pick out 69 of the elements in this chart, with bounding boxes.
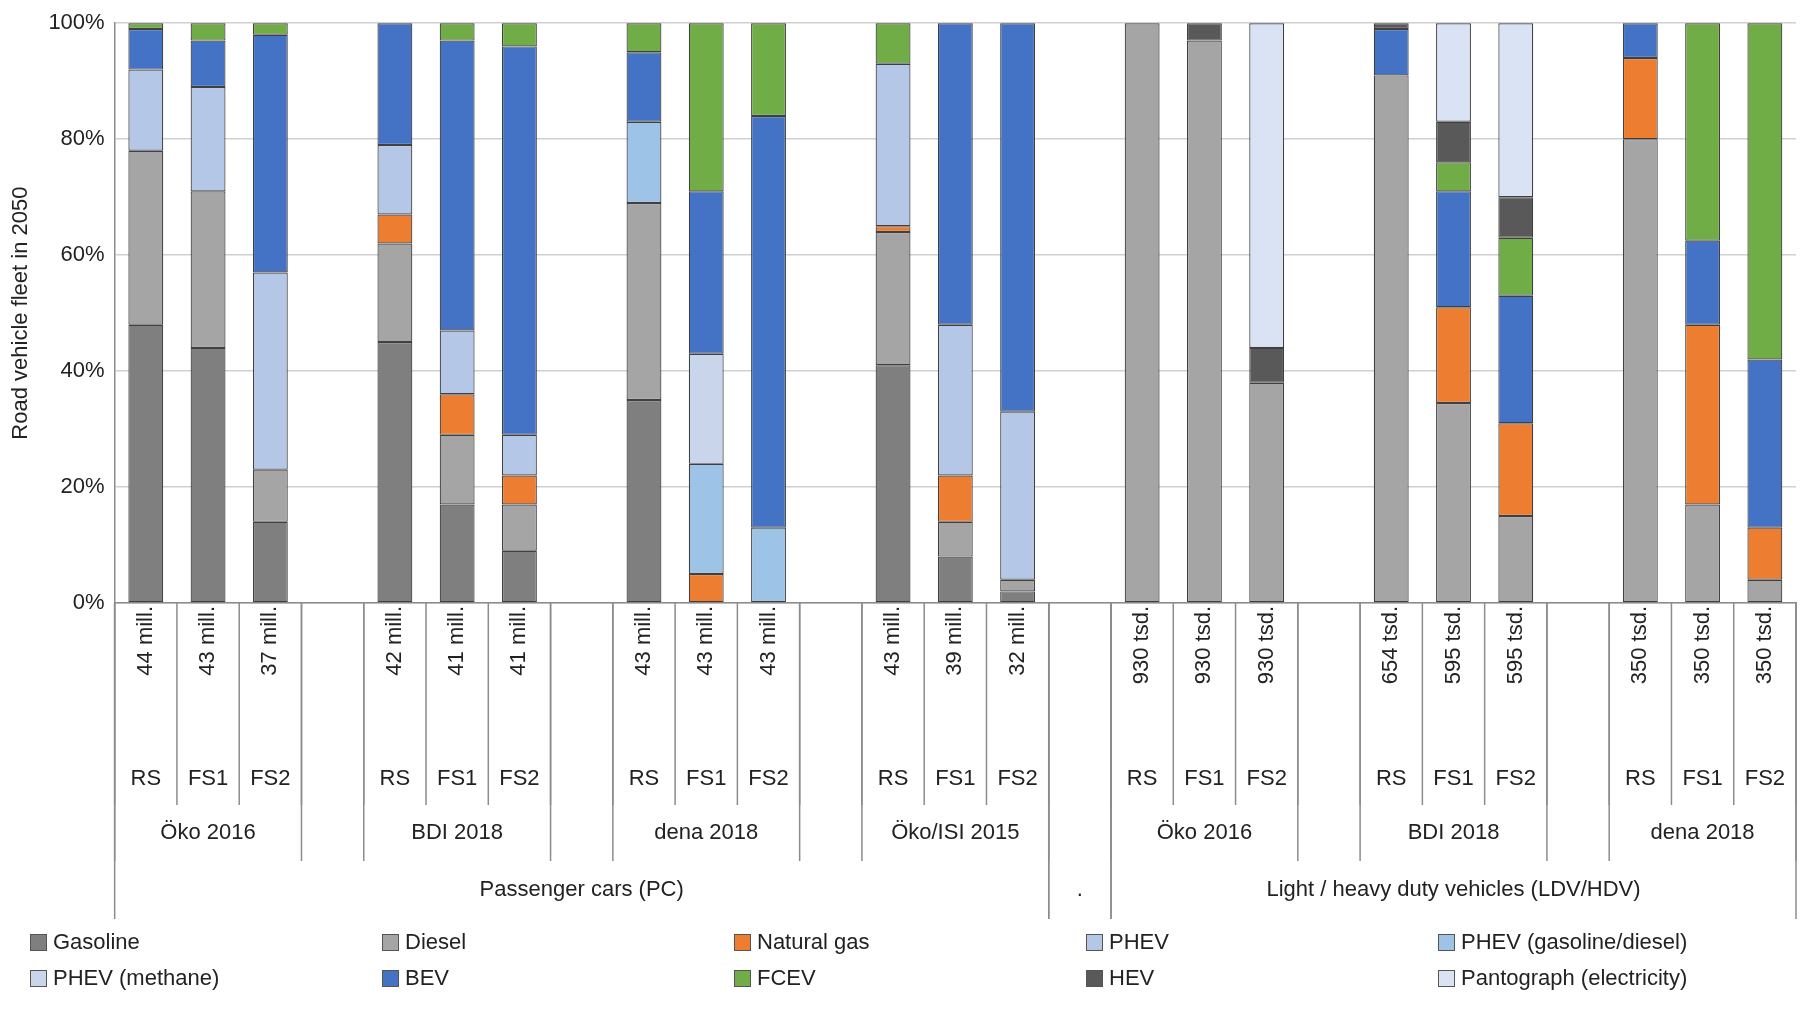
text: RS (379, 765, 411, 791)
text: FS2 (250, 765, 291, 791)
legend-label: PHEV (methane) (53, 965, 220, 991)
x-tick-label: 930 tsd. (1252, 606, 1278, 685)
x-tick-label: 41 mill. (505, 606, 531, 676)
x-tick-label: 350 tsd. (1688, 606, 1714, 685)
y-tick-label: 60% (60, 241, 105, 267)
text: Passenger cars (PC) (479, 876, 684, 902)
text: FS1 (436, 765, 478, 791)
x-tick-label: 41 mill. (443, 606, 469, 676)
x-tick-label: 350 tsd. (1750, 606, 1776, 685)
y-tick-label: 0% (72, 589, 105, 615)
x-tick-label: 43 mill. (879, 606, 905, 676)
text: RS (1625, 765, 1656, 791)
text: RS (877, 765, 909, 791)
legend-label: BEV (405, 965, 450, 991)
legend-label: Pantograph (electricity) (1461, 965, 1688, 991)
x-tick-label: 350 tsd. (1626, 606, 1652, 685)
y-tick-label: 80% (60, 125, 105, 151)
x-tick-label: 43 mill. (630, 606, 656, 676)
y-tick-label: 100% (48, 9, 105, 35)
x-tick-label: 37 mill. (256, 606, 282, 676)
text: RS (130, 765, 162, 791)
x-tick-label: 43 mill. (754, 606, 780, 676)
x-tick-label: 595 tsd. (1501, 606, 1527, 685)
legend-label: PHEV (gasoline/diesel) (1461, 929, 1688, 955)
text: Öko 2016 (160, 819, 256, 845)
text: BDI 2018 (411, 819, 504, 845)
text: FS1 (935, 765, 976, 791)
y-tick-label: 40% (60, 357, 105, 383)
legend-label: HEV (1109, 965, 1155, 991)
text: FS1 (1682, 765, 1723, 791)
text: FS1 (686, 765, 727, 791)
x-tick-label: 654 tsd. (1377, 606, 1403, 685)
text: FS2 (1495, 765, 1536, 791)
text: FS2 (748, 765, 789, 791)
text: FS2 (1744, 765, 1786, 791)
text: dena 2018 (654, 819, 759, 845)
legend-label: Diesel (405, 929, 467, 955)
text: BDI 2018 (1407, 819, 1500, 845)
legend-label: PHEV (1109, 929, 1169, 955)
text: . (1076, 876, 1083, 902)
text: FS2 (997, 765, 1038, 791)
text: RS (1375, 765, 1407, 791)
text: FS2 (1246, 765, 1287, 791)
text: RS (1126, 765, 1158, 791)
x-tick-label: 32 mill. (1003, 606, 1029, 676)
text: dena 2018 (1650, 819, 1755, 845)
y-tick-label: 20% (60, 473, 105, 499)
x-tick-label: 930 tsd. (1190, 606, 1216, 685)
text: FS1 (187, 765, 229, 791)
x-tick-label: 42 mill. (380, 606, 406, 676)
legend-label: FCEV (757, 965, 816, 991)
x-tick-label: 43 mill. (194, 606, 220, 676)
x-tick-label: 43 mill. (692, 606, 718, 676)
text: FS1 (1433, 765, 1474, 791)
legend-label: Gasoline (53, 929, 140, 955)
text: Öko 2016 (1156, 819, 1253, 845)
y-axis-title: Road vehicle fleet in 2050 (7, 186, 33, 440)
legend-label: Natural gas (757, 929, 870, 955)
text: Öko/ISI 2015 (891, 819, 1020, 845)
text: Light / heavy duty vehicles (LDV/HDV) (1266, 876, 1641, 902)
x-tick-label: 595 tsd. (1439, 606, 1465, 685)
x-tick-label: 39 mill. (941, 606, 967, 676)
text: RS (628, 765, 660, 791)
x-tick-label: 930 tsd. (1128, 606, 1154, 685)
text: FS2 (499, 765, 540, 791)
text: FS1 (1184, 765, 1225, 791)
x-tick-label: 44 mill. (131, 606, 157, 676)
